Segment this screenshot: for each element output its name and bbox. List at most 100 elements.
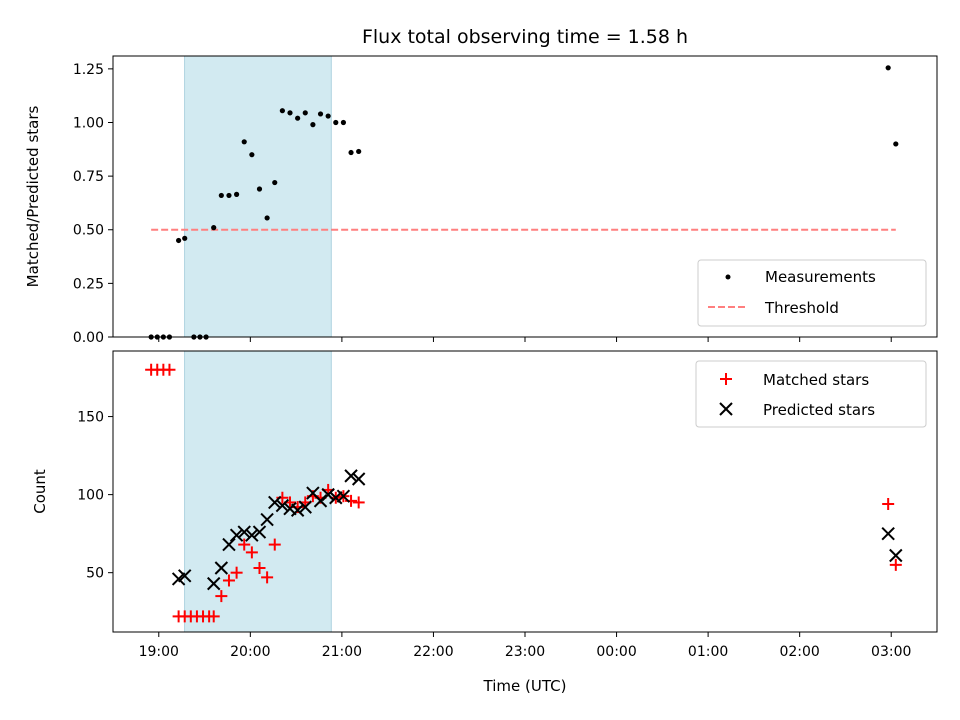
legend-plus-glyph [720, 373, 732, 385]
predicted-star-point [881, 526, 895, 541]
x-tick-label: 02:00 [779, 644, 819, 660]
matched-star-point [352, 496, 365, 509]
measurement-point [333, 119, 339, 126]
measurement-point [893, 141, 899, 147]
measurement-point [249, 152, 255, 158]
x-axis-label: Time (UTC) [483, 677, 567, 695]
top-y-ticks: 0.00 0.25 0.50 0.75 1.00 1.25 [73, 62, 113, 346]
predicted-star-point [336, 489, 351, 503]
measurement-point [218, 192, 224, 199]
measurement-point [234, 191, 240, 197]
measurement-point [182, 235, 188, 241]
measurement-point [272, 179, 278, 186]
top-legend: Measurements Threshold [697, 259, 927, 327]
y-tick-label: 0.25 [73, 276, 104, 292]
x-tick-label: 03:00 [871, 644, 911, 660]
predicted-star-point [222, 537, 236, 552]
chart-title: Flux total observing time = 1.58 h [362, 26, 688, 48]
x-tick-label: 20:00 [230, 644, 270, 660]
measurement-point [226, 192, 232, 199]
measurement-point [176, 237, 182, 244]
x-tick-label: 00:00 [596, 644, 636, 660]
bottom-legend-box [695, 360, 927, 428]
top-legend-box [697, 259, 927, 327]
matched-star-point [163, 363, 176, 376]
predicted-star-point [229, 528, 244, 542]
predicted-star-point [237, 525, 251, 539]
predicted-star-point [207, 576, 221, 591]
observing-interval-shade [184, 55, 332, 338]
bottom-legend: Matched stars Predicted stars [695, 360, 927, 428]
predicted-star-point [214, 561, 229, 575]
legend-measurements-marker [725, 274, 731, 280]
predicted-star-point [290, 503, 305, 517]
matched-star-point [253, 561, 266, 574]
measurement-point [241, 139, 247, 145]
measurement-point [340, 119, 347, 126]
x-tick-label: 19:00 [139, 644, 179, 660]
top-y-axis-label: Matched/Predicted stars [24, 106, 42, 288]
matched-star-point [261, 571, 274, 584]
x-tick-label: 23:00 [505, 644, 545, 660]
y-tick-label: 0.00 [73, 330, 104, 346]
legend-threshold-label: Threshold [764, 299, 839, 317]
matched-star-point [222, 574, 235, 587]
predicted-star-point [245, 528, 259, 542]
matched-star-point [882, 497, 895, 510]
bottom-x-ticks: 19:00 20:00 21:00 22:00 23:00 00:00 01:00 02:00… [139, 632, 911, 660]
matched-star-point [245, 546, 258, 559]
y-tick-label: 50 [86, 566, 104, 582]
measurement-point [348, 149, 354, 156]
legend-predicted-marker [719, 402, 733, 416]
predicted-star-point [178, 569, 192, 583]
y-tick-label: 150 [77, 410, 104, 426]
predicted-star-point [298, 500, 312, 514]
predicted-star-point [268, 495, 282, 510]
predicted-star-point [260, 512, 274, 527]
measurement-point [264, 215, 270, 221]
matched-star-point [238, 538, 251, 551]
measurement-point [256, 186, 263, 192]
measurement-point [885, 65, 891, 71]
predicted-star-point [252, 525, 267, 539]
y-tick-label: 1.00 [73, 115, 104, 131]
matched-star-point [207, 610, 220, 623]
matched-star-point [889, 558, 902, 571]
x-tick-label: 22:00 [413, 644, 453, 660]
predicted-star-point [321, 487, 335, 502]
y-tick-label: 0.75 [73, 169, 104, 185]
y-tick-label: 1.25 [73, 62, 104, 78]
measurement-point [310, 122, 316, 128]
matched-star-point [215, 590, 228, 603]
legend-x-glyph [719, 402, 733, 416]
predicted-star-point [344, 469, 358, 483]
observing-interval-shade [184, 350, 332, 633]
measurement-point [279, 108, 285, 114]
measurement-point [211, 225, 217, 231]
predicted-star-point [275, 498, 290, 513]
measurement-point [295, 115, 301, 121]
top-x-ticks [158, 337, 892, 342]
measurement-point [356, 148, 362, 155]
y-tick-label: 0.50 [73, 223, 104, 239]
count-points [145, 363, 903, 623]
predicted-star-point [889, 548, 903, 563]
y-tick-label: 100 [77, 488, 104, 504]
legend-matched-marker [720, 373, 732, 385]
legend-measurements-label: Measurements [765, 268, 876, 286]
legend-predicted-label: Predicted stars [763, 401, 875, 419]
measurement-point [317, 111, 324, 117]
matched-star-point [230, 566, 243, 579]
matched-star-point [268, 538, 281, 551]
star-count-panel: 50 100 150 19:00 20:00 21:00 22:00 23:00 00:00 0… [31, 350, 938, 695]
measurement-point [287, 110, 293, 116]
measurement-point [325, 113, 331, 119]
bottom-y-axis-label: Count [31, 469, 49, 514]
bottom-y-ticks: 50 100 150 [77, 410, 113, 582]
measurement-point [302, 110, 308, 116]
x-tick-label: 01:00 [688, 644, 728, 660]
legend-matched-label: Matched stars [763, 371, 869, 389]
x-tick-label: 21:00 [322, 644, 362, 660]
predicted-star-point [351, 472, 366, 486]
